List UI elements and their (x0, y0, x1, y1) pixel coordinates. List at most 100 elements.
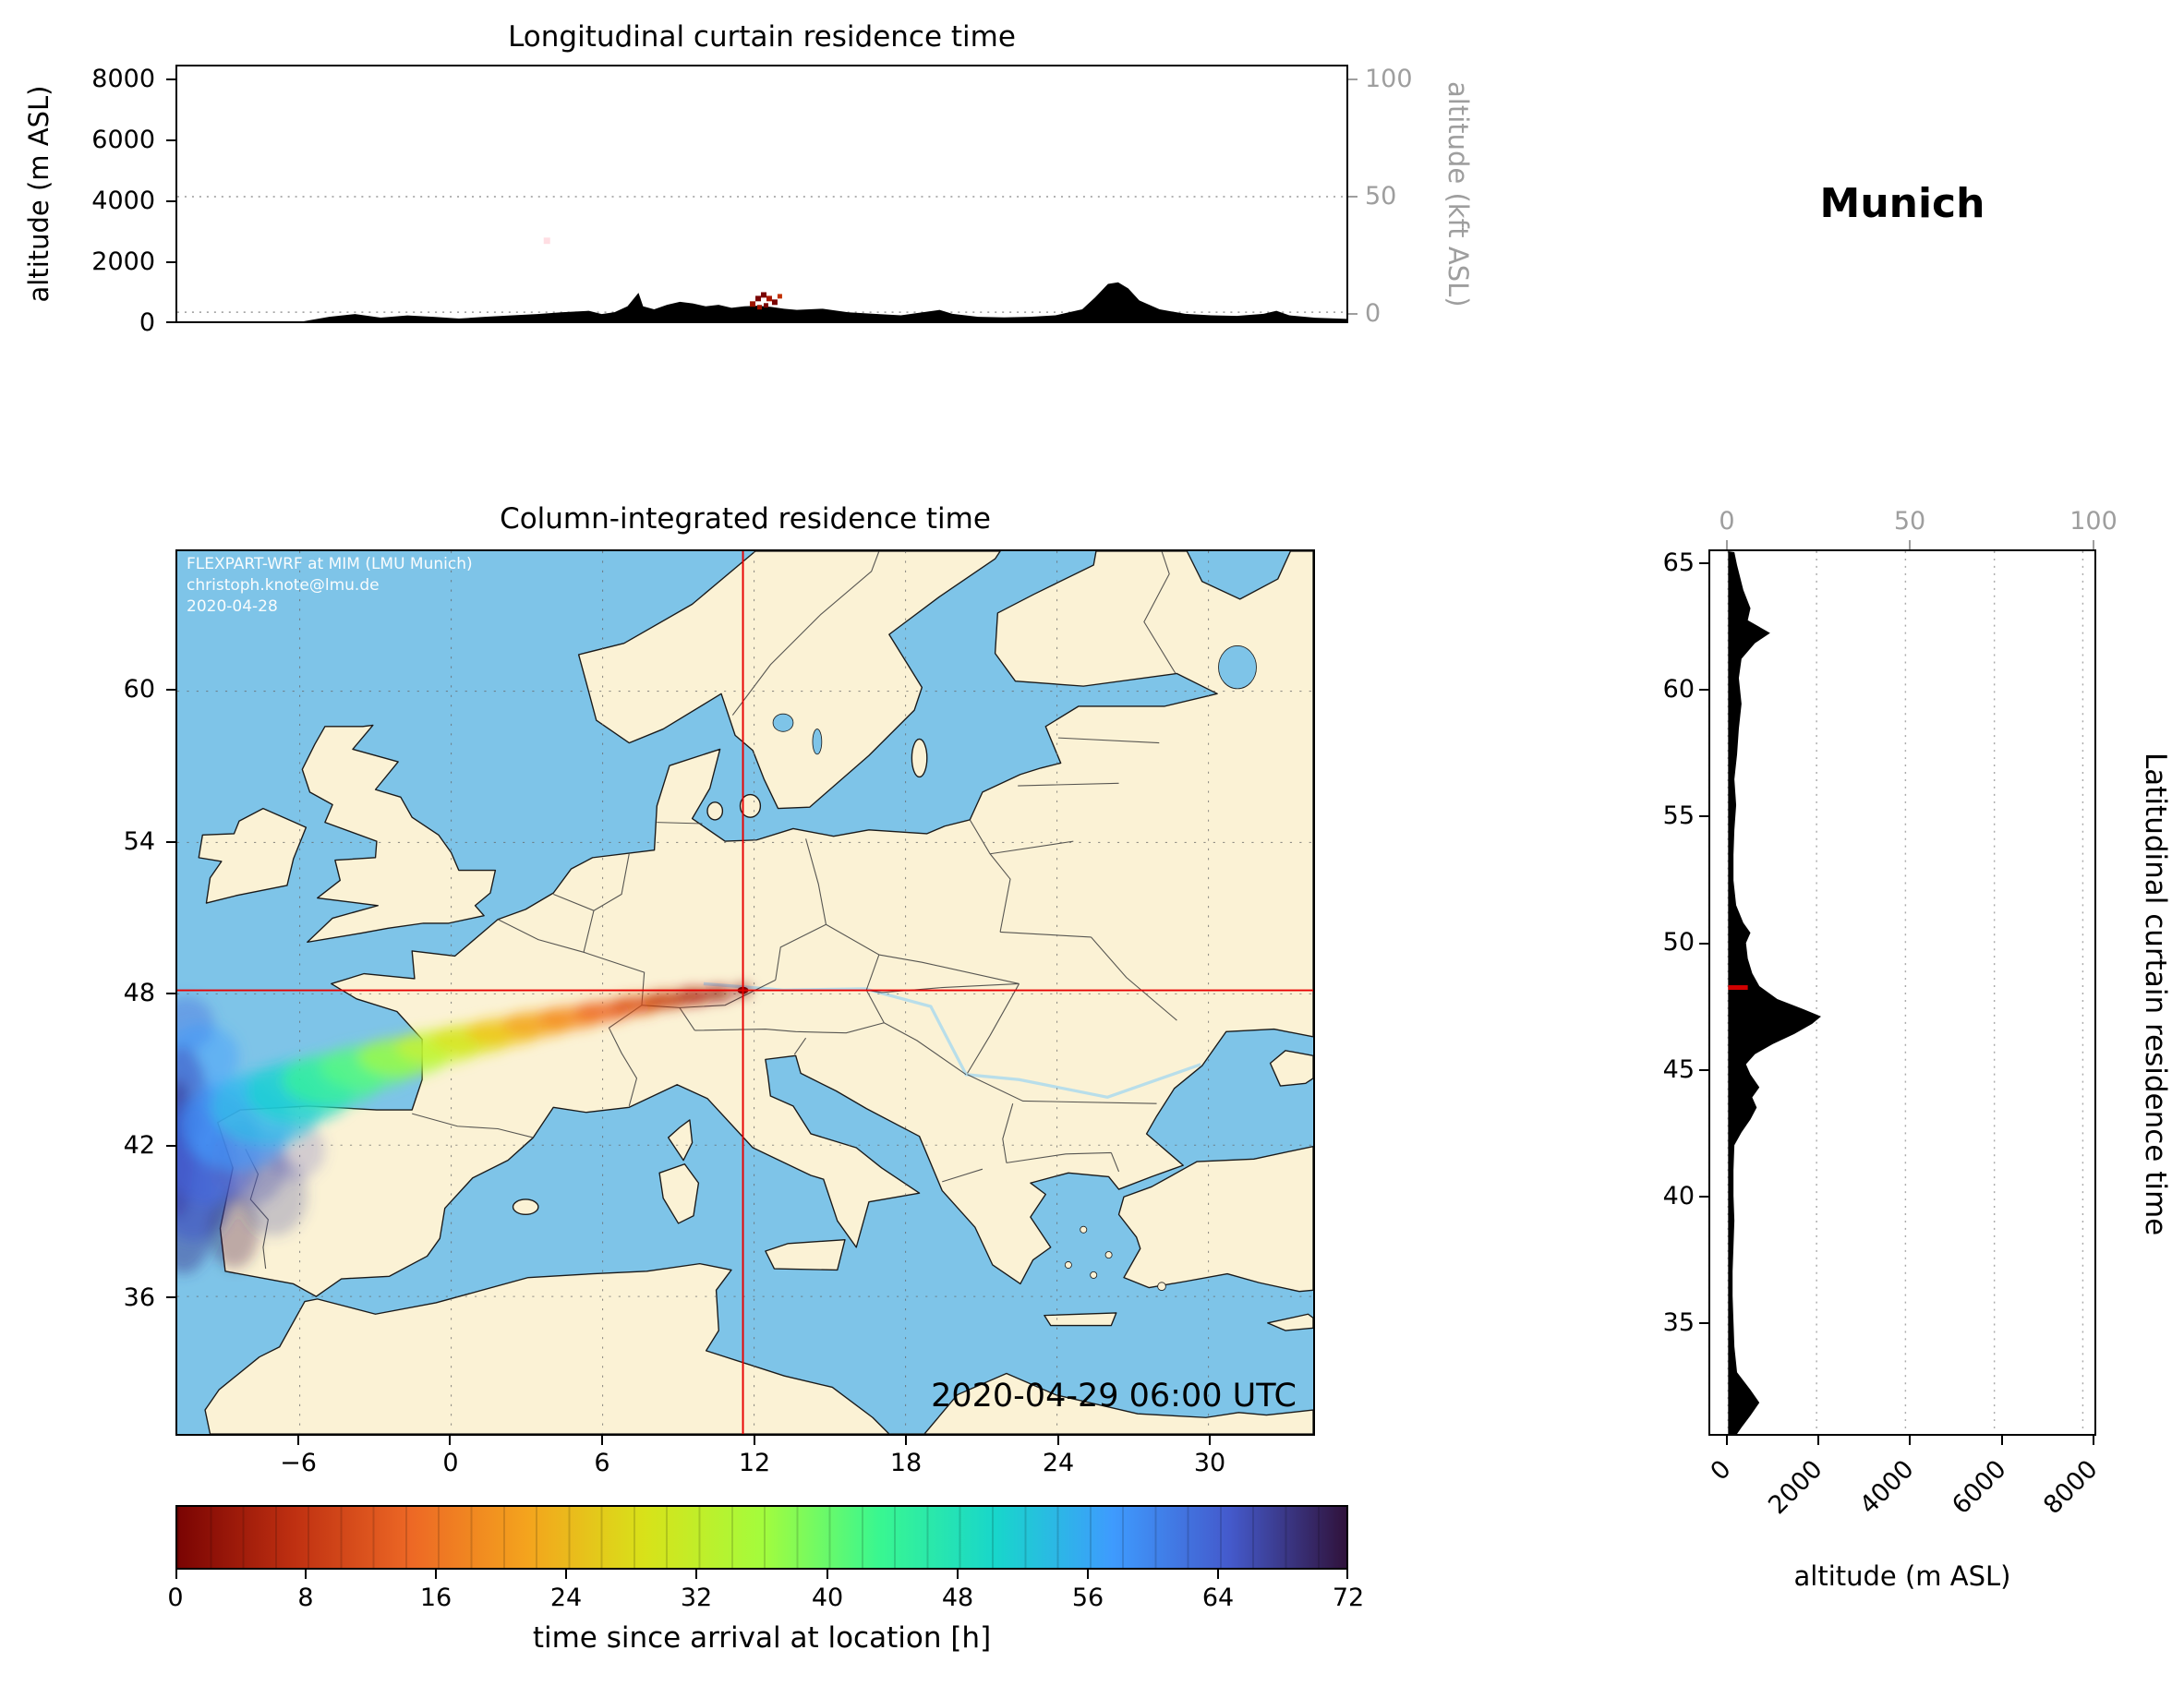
rp-alt-tick: 8000 (2038, 1454, 2104, 1521)
sicily (765, 1238, 846, 1271)
zealand (739, 793, 762, 818)
crimea (1269, 1050, 1313, 1087)
map-xtick: 6 (594, 1449, 610, 1477)
map-left-tickmarks (166, 689, 175, 1298)
terrain-profile-longitude (177, 282, 1346, 321)
map-ytick: 42 (123, 1131, 155, 1160)
top-kft-tick: 50 (1365, 182, 1397, 211)
anatolia (1117, 1145, 1313, 1293)
lake-ladoga (1218, 645, 1257, 690)
residence-cell-faint (543, 237, 550, 245)
rp-kft-tick: 0 (1719, 507, 1735, 536)
rp-lat-tick: 35 (1662, 1308, 1695, 1337)
rp-xlabel: altitude (m ASL) (1793, 1560, 2011, 1592)
cb-tick: 32 (680, 1584, 713, 1612)
north-africa (204, 1262, 1313, 1434)
rp-residence-cell (1728, 985, 1748, 991)
rp-lat-tick: 50 (1662, 928, 1695, 957)
map-title: Column-integrated residence time (500, 502, 991, 536)
top-ytick: 4000 (91, 187, 155, 215)
top-ytick: 2000 (91, 247, 155, 276)
map-timestamp: 2020-04-29 06:00 UTC (931, 1378, 1297, 1415)
rp-alt-tick: 6000 (1947, 1454, 2012, 1521)
colorbar-label: time since arrival at location [h] (532, 1621, 992, 1655)
cb-tick: 24 (549, 1584, 583, 1612)
cyprus (1267, 1313, 1313, 1331)
top-ytick: 8000 (91, 65, 155, 93)
watermark-line3: 2020-04-28 (187, 597, 278, 616)
top-kft-tick: 100 (1365, 65, 1413, 93)
cb-tick: 16 (419, 1584, 452, 1612)
sardinia (658, 1163, 700, 1224)
rp-gridlines (1727, 551, 2084, 1434)
map-xtick: 30 (1193, 1449, 1226, 1477)
cb-tick: 40 (811, 1584, 844, 1612)
rp-top-tickmarks (1726, 540, 2094, 549)
receptor-name: Munich (1819, 180, 1985, 227)
map-xtick: 24 (1042, 1449, 1075, 1477)
great-britain (301, 724, 497, 944)
ireland (198, 807, 308, 904)
colorbar (175, 1505, 1348, 1570)
lake-vanern (772, 713, 794, 732)
rp-kft-tick: 100 (2069, 507, 2118, 536)
residence-cells-munich (750, 292, 782, 310)
rp-lat-tick: 40 (1662, 1182, 1695, 1210)
map-ytick: 54 (123, 827, 155, 856)
rp-lat-tick: 45 (1662, 1055, 1695, 1084)
map-ytick: 60 (123, 675, 155, 704)
map-xtick: 12 (738, 1449, 771, 1477)
aegean-islands (1064, 1225, 1166, 1291)
latitudinal-curtain-plot (1727, 551, 2084, 1434)
crete (1044, 1312, 1117, 1327)
watermark-line2: christoph.knote@lmu.de (187, 576, 380, 595)
rp-lat-tick: 55 (1662, 801, 1695, 830)
residence-time-plume (177, 985, 751, 1274)
watermark-line1: FLEXPART-WRF at MIM (LMU Munich) (187, 555, 473, 573)
cb-tick: 0 (167, 1584, 184, 1612)
longitudinal-curtain-plot (177, 196, 1346, 321)
top-kft-label: altitude (kft ASL) (1442, 80, 1474, 307)
top-right-tickmarks (1348, 78, 1357, 315)
longitudinal-curtain-panel (175, 65, 1348, 323)
rp-alt-tick: 4000 (1854, 1454, 1920, 1521)
gotland (911, 738, 928, 778)
corsica (667, 1119, 694, 1162)
funen (706, 801, 724, 821)
rp-alt-tick: 0 (1705, 1454, 1737, 1487)
landmasses (198, 551, 1313, 1434)
colorbar-tickmarks (175, 1570, 1348, 1579)
mainland-europe (217, 551, 1313, 1297)
top-panel-title: Longitudinal curtain residence time (508, 20, 1016, 54)
map-ytick: 36 (123, 1283, 155, 1312)
terrain-profile-latitude (1728, 551, 1821, 1434)
mallorca (512, 1198, 539, 1216)
cb-tick: 56 (1071, 1584, 1104, 1612)
rp-right-label: Latitudinal curtain residence time (2139, 753, 2172, 1236)
map-xtick: 18 (889, 1449, 923, 1477)
top-kft-tick: 0 (1365, 299, 1382, 328)
lake-vattern (812, 729, 823, 755)
rp-lat-tick: 65 (1662, 548, 1695, 577)
receptor-crosshair (177, 551, 1313, 1434)
cb-tick: 64 (1201, 1584, 1235, 1612)
country-borders (245, 551, 1177, 1270)
rp-bottom-tickmarks (1726, 1436, 2094, 1445)
top-ytick: 0 (139, 308, 155, 337)
rp-left-tickmarks (1699, 562, 1708, 1324)
scandinavia (577, 551, 1001, 810)
top-ylabel: altitude (m ASL) (23, 85, 54, 303)
cb-tick: 48 (941, 1584, 974, 1612)
column-integrated-map (175, 549, 1315, 1436)
cb-tick: 8 (297, 1584, 314, 1612)
map-xtick: 0 (442, 1449, 459, 1477)
rp-lat-tick: 60 (1662, 675, 1695, 704)
latitudinal-curtain-panel (1708, 549, 2096, 1436)
map-xtick: −6 (280, 1449, 317, 1477)
lakes (772, 645, 1257, 755)
rp-alt-tick: 2000 (1763, 1454, 1828, 1521)
top-ytick: 6000 (91, 126, 155, 154)
map-ytick: 48 (123, 979, 155, 1007)
rp-kft-tick: 50 (1893, 507, 1926, 536)
